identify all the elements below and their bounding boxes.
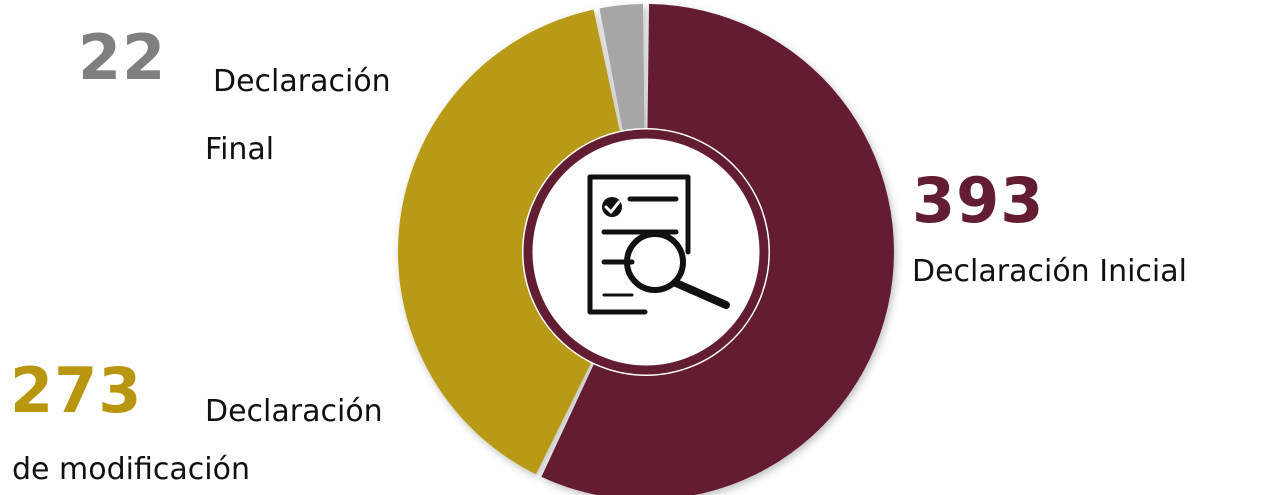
final-label-line1: Declaración (213, 64, 391, 99)
document-search-icon (587, 174, 730, 315)
inicial-label: Declaración Inicial (912, 254, 1187, 289)
modificacion-label-line2: de modificación (12, 452, 250, 487)
donut-slice-modificacion (398, 9, 621, 475)
final-count: 22 (78, 21, 167, 94)
modificacion-count: 273 (10, 354, 143, 427)
final-label-line2: Final (205, 132, 275, 167)
center-ring (523, 129, 769, 375)
center-badge (522, 128, 770, 376)
inicial-count: 393 (912, 164, 1045, 237)
donut-slice-final (599, 4, 645, 135)
modificacion-label-line1: Declaración (205, 394, 383, 429)
